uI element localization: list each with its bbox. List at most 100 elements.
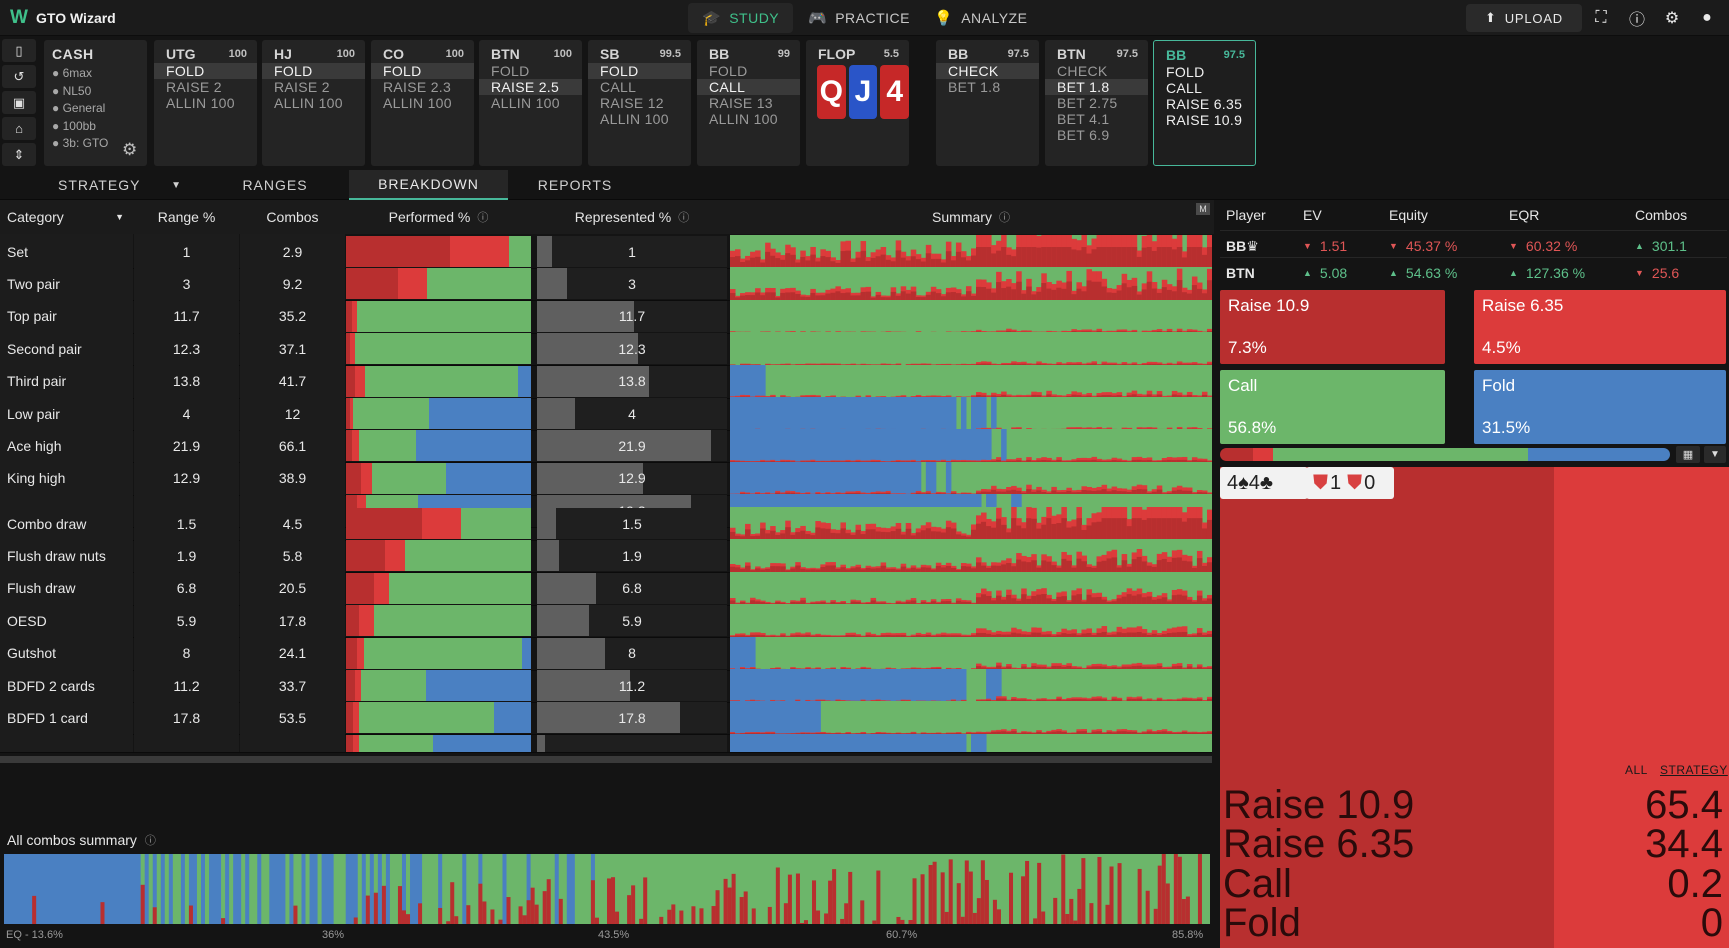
player-card-bb[interactable]: BB 99 FOLD CALL RAISE 13 ALLIN 100 [697,40,800,166]
action-option[interactable]: RAISE 2 [274,79,330,95]
strategy-tile-call[interactable]: Call 56.8% [1220,370,1445,444]
settings-gear-icon[interactable]: ⚙ [122,140,138,159]
col-category[interactable]: Category ▼ [7,209,124,225]
collapse-icon[interactable]: ⇕ [2,143,36,166]
settings-gear-icon[interactable]: ⚙ [1664,10,1680,27]
col-range[interactable]: Range % [157,209,216,225]
action-option[interactable]: CALL [697,79,800,95]
strategy-tile-fold[interactable]: Fold 31.5% [1474,370,1726,444]
mode-strategy[interactable]: STRATEGY [1660,763,1728,777]
action-option[interactable]: RAISE 2.5 [479,79,582,95]
table-row[interactable]: OESD 5.9 17.8 5.9 [0,603,1212,639]
action-option[interactable]: RAISE 6.35 [1166,96,1243,112]
action-option[interactable]: RAISE 12 [600,95,664,111]
chevron-down-icon[interactable]: ▼ [1704,446,1726,463]
action-option[interactable]: BET 4.1 [1057,111,1110,127]
strategy-tile-raise-6-35[interactable]: Raise 6.35 4.5% [1474,290,1726,364]
gamepad-icon[interactable]: ⌂ [2,117,36,140]
stats-row-bb[interactable]: BB ♛ ▼ 1.51 ▼ 45.37 % ▼ 60.32 % ▲ 301.1 [1220,230,1727,257]
logo[interactable]: W GTO Wizard [10,8,116,28]
strategy-tile-raise-10-9[interactable]: Raise 10.9 7.3% [1220,290,1445,364]
nav-practice[interactable]: 🎮 PRACTICE [794,3,924,33]
player-card-btn[interactable]: BTN 100 FOLD RAISE 2.5 ALLIN 100 [479,40,582,166]
table-row[interactable]: Ace high 21.9 66.1 21.9 [0,428,1212,464]
table-row[interactable]: King high 12.9 38.9 12.9 [0,460,1212,496]
action-option[interactable]: ALLIN 100 [709,111,778,127]
action-option[interactable]: FOLD [262,63,365,79]
table-row[interactable]: Third pair 13.8 41.7 13.8 [0,363,1212,399]
tab-strategy[interactable]: STRATEGY ▼ [40,170,200,200]
bookmark-icon[interactable]: ▯ [2,39,36,62]
tab-breakdown[interactable]: BREAKDOWN [349,170,508,200]
col-summary[interactable]: Summary ⓘ [932,209,1010,225]
help-icon[interactable]: ⓘ [1628,12,1645,29]
table-row[interactable]: BDFD 1 card 17.8 53.5 17.8 [0,700,1212,736]
action-option[interactable]: ALLIN 100 [491,95,560,111]
summary-mark [815,493,821,495]
action-option[interactable]: RAISE 13 [709,95,773,111]
col-combos[interactable]: Combos [266,209,319,225]
col-represented[interactable]: Represented % ⓘ [574,209,690,225]
action-option[interactable]: BET 2.75 [1057,95,1118,111]
player-card-btn[interactable]: BTN 97.5 CHECK BET 1.8 BET 2.75 BET 4.1 BET 6.… [1045,40,1148,166]
table-row[interactable]: Second pair 12.3 37.1 12.3 [0,331,1212,367]
action-option[interactable]: FOLD [1166,64,1205,80]
table-row[interactable]: BDFD 2 cards 11.2 33.7 11.2 [0,668,1212,703]
action-option[interactable]: BET 1.8 [1045,79,1148,95]
action-option[interactable]: ALLIN 100 [600,111,669,127]
table-row[interactable]: Gutshot 8 24.1 8 [0,635,1212,671]
mode-badge[interactable]: M [1196,203,1210,215]
all-combos-strategy-chart[interactable] [4,854,1210,924]
action-option[interactable]: FOLD [588,63,691,79]
col-performed[interactable]: Performed % ⓘ [388,209,489,225]
action-option[interactable]: RAISE 2.3 [383,79,452,95]
table-row[interactable]: Top pair 11.7 35.2 11.7 [0,298,1212,334]
action-option[interactable]: ALLIN 100 [383,95,452,111]
table-row[interactable]: Combo draw 1.5 4.5 1.5 [0,506,1212,541]
action-option[interactable]: CALL [1166,80,1203,96]
action-option[interactable]: RAISE 2 [166,79,222,95]
action-option[interactable]: FOLD [491,63,530,79]
nav-study[interactable]: 🎓 STUDY [688,3,794,33]
table-row[interactable] [0,732,1212,753]
action-option[interactable]: BET 6.9 [1057,127,1110,143]
action-option[interactable]: ALLIN 100 [166,95,235,111]
player-card-bb[interactable]: BB 97.5 CHECK BET 1.8 [936,40,1039,166]
action-option[interactable]: FOLD [709,63,748,79]
table-row[interactable]: Low pair 4 12 4 [0,396,1212,431]
game-settings-card[interactable]: CASH ● 6max ● NL50 ● General ● 100bb ● 3… [44,40,147,166]
table-row[interactable]: Flush draw 6.8 20.5 6.8 [0,570,1212,606]
grid-icon[interactable]: ▦ [1676,446,1700,463]
action-option[interactable]: CHECK [936,63,1039,79]
player-card-co[interactable]: CO 100 FOLD RAISE 2.3 ALLIN 100 [371,40,474,166]
table-row[interactable]: Two pair 3 9.2 3 [0,266,1212,302]
stats-row-btn[interactable]: BTN ▲ 5.08 ▲ 54.63 % ▲ 127.36 % ▼ 25.6 [1220,257,1727,284]
reset-icon[interactable]: ↺ [2,65,36,88]
nav-analyze[interactable]: 💡 ANALYZE [920,3,1041,33]
table-row[interactable]: Set 1 2.9 1 [0,234,1212,269]
hand-cards-chip[interactable]: 4♠4♣ [1220,467,1308,499]
tab-ranges[interactable]: RANGES [242,177,308,193]
player-card-flop[interactable]: FLOP 5.5 Q J 4 [806,40,910,166]
performed-segment [358,430,417,462]
user-avatar-icon[interactable]: ● [1702,9,1712,26]
upload-button[interactable]: ⬆ UPLOAD [1466,4,1582,32]
action-option[interactable]: RAISE 10.9 [1166,112,1243,128]
table-row[interactable]: Flush draw nuts 1.9 5.8 1.9 [0,538,1212,574]
player-card-sb[interactable]: SB 99.5 FOLD CALL RAISE 12 ALLIN 100 [588,40,691,166]
save-icon[interactable]: ▣ [2,91,36,114]
action-option[interactable]: BET 1.8 [948,79,1001,95]
player-card-bb[interactable]: BB 97.5 FOLD CALL RAISE 6.35 RAISE 10.9 [1153,40,1256,166]
action-option[interactable]: FOLD [154,63,257,79]
action-option[interactable]: CALL [600,79,637,95]
action-option[interactable]: FOLD [371,63,474,79]
tab-reports[interactable]: REPORTS [537,177,613,193]
mode-all[interactable]: ALL [1625,763,1648,777]
player-card-hj[interactable]: HJ 100 FOLD RAISE 2 ALLIN 100 [262,40,365,166]
blockers-chip[interactable]: ⛊ 1 ⛊ 0 [1306,467,1394,499]
screenshot-icon[interactable]: ⛶ [1595,9,1607,26]
summary-mark [1096,247,1103,268]
player-card-utg[interactable]: UTG 100 FOLD RAISE 2 ALLIN 100 [154,40,257,166]
action-option[interactable]: CHECK [1057,63,1108,79]
action-option[interactable]: ALLIN 100 [274,95,343,111]
